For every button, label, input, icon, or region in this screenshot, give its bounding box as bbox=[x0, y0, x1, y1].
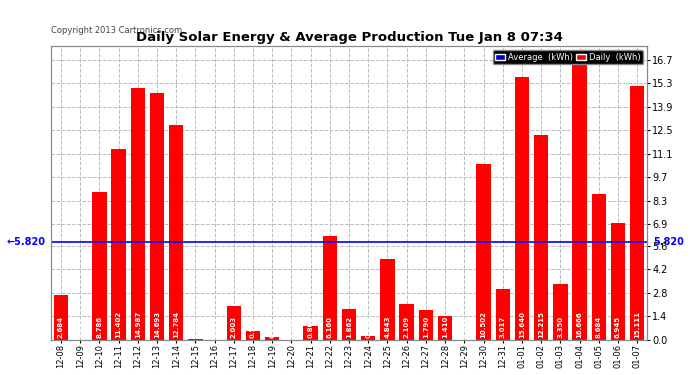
Text: 6.160: 6.160 bbox=[327, 316, 333, 338]
Text: 3.350: 3.350 bbox=[558, 316, 563, 338]
Bar bbox=[54, 295, 68, 340]
Text: 5.820: 5.820 bbox=[653, 237, 684, 247]
Text: 1.790: 1.790 bbox=[423, 316, 429, 338]
Text: 15.111: 15.111 bbox=[634, 311, 640, 338]
Text: 2.684: 2.684 bbox=[58, 316, 64, 338]
Text: 0.802: 0.802 bbox=[308, 316, 314, 338]
Text: 15.640: 15.640 bbox=[519, 311, 525, 338]
Bar bbox=[611, 223, 625, 340]
Bar bbox=[323, 237, 337, 340]
Bar bbox=[188, 339, 203, 340]
Text: 16.666: 16.666 bbox=[577, 312, 582, 338]
Bar bbox=[361, 336, 375, 340]
Text: 0.053: 0.053 bbox=[193, 316, 198, 338]
Bar bbox=[495, 289, 510, 340]
Text: 14.693: 14.693 bbox=[154, 311, 160, 338]
Bar bbox=[304, 326, 318, 340]
Bar bbox=[553, 284, 568, 340]
Bar bbox=[534, 135, 549, 340]
Bar bbox=[630, 86, 644, 340]
Legend: Average  (kWh), Daily  (kWh): Average (kWh), Daily (kWh) bbox=[493, 50, 642, 64]
Bar bbox=[150, 93, 164, 340]
Bar bbox=[246, 331, 260, 340]
Bar bbox=[515, 78, 529, 340]
Bar bbox=[111, 148, 126, 340]
Text: 8.684: 8.684 bbox=[595, 316, 602, 338]
Bar bbox=[265, 337, 279, 340]
Text: 4.843: 4.843 bbox=[384, 316, 391, 338]
Bar bbox=[380, 258, 395, 340]
Bar bbox=[130, 88, 145, 340]
Bar bbox=[591, 194, 606, 340]
Bar bbox=[476, 164, 491, 340]
Text: 12.215: 12.215 bbox=[538, 312, 544, 338]
Title: Daily Solar Energy & Average Production Tue Jan 8 07:34: Daily Solar Energy & Average Production … bbox=[136, 31, 562, 44]
Bar bbox=[169, 125, 184, 340]
Text: 10.502: 10.502 bbox=[480, 312, 486, 338]
Text: 1.862: 1.862 bbox=[346, 316, 352, 338]
Bar bbox=[438, 316, 453, 340]
Text: ←5.820: ←5.820 bbox=[6, 237, 46, 247]
Text: 0.171: 0.171 bbox=[269, 316, 275, 338]
Text: 12.784: 12.784 bbox=[173, 311, 179, 338]
Text: 0.000: 0.000 bbox=[288, 316, 295, 338]
Text: 0.000: 0.000 bbox=[77, 316, 83, 338]
Text: 0.000: 0.000 bbox=[462, 316, 467, 338]
Bar bbox=[573, 60, 586, 340]
Bar bbox=[419, 310, 433, 340]
Text: 0.204: 0.204 bbox=[365, 316, 371, 338]
Text: 6.945: 6.945 bbox=[615, 316, 621, 338]
Bar bbox=[342, 309, 356, 340]
Bar bbox=[92, 192, 106, 340]
Text: 8.786: 8.786 bbox=[97, 316, 102, 338]
Text: 2.109: 2.109 bbox=[404, 316, 410, 338]
Text: 2.003: 2.003 bbox=[230, 316, 237, 338]
Text: 0.515: 0.515 bbox=[250, 316, 256, 338]
Text: 11.402: 11.402 bbox=[115, 311, 121, 338]
Text: 14.987: 14.987 bbox=[135, 311, 141, 338]
Bar bbox=[226, 306, 241, 340]
Bar bbox=[400, 304, 414, 340]
Text: 3.017: 3.017 bbox=[500, 316, 506, 338]
Text: 0.000: 0.000 bbox=[212, 316, 217, 338]
Text: 1.410: 1.410 bbox=[442, 316, 448, 338]
Text: Copyright 2013 Cartronics.com: Copyright 2013 Cartronics.com bbox=[51, 26, 182, 34]
